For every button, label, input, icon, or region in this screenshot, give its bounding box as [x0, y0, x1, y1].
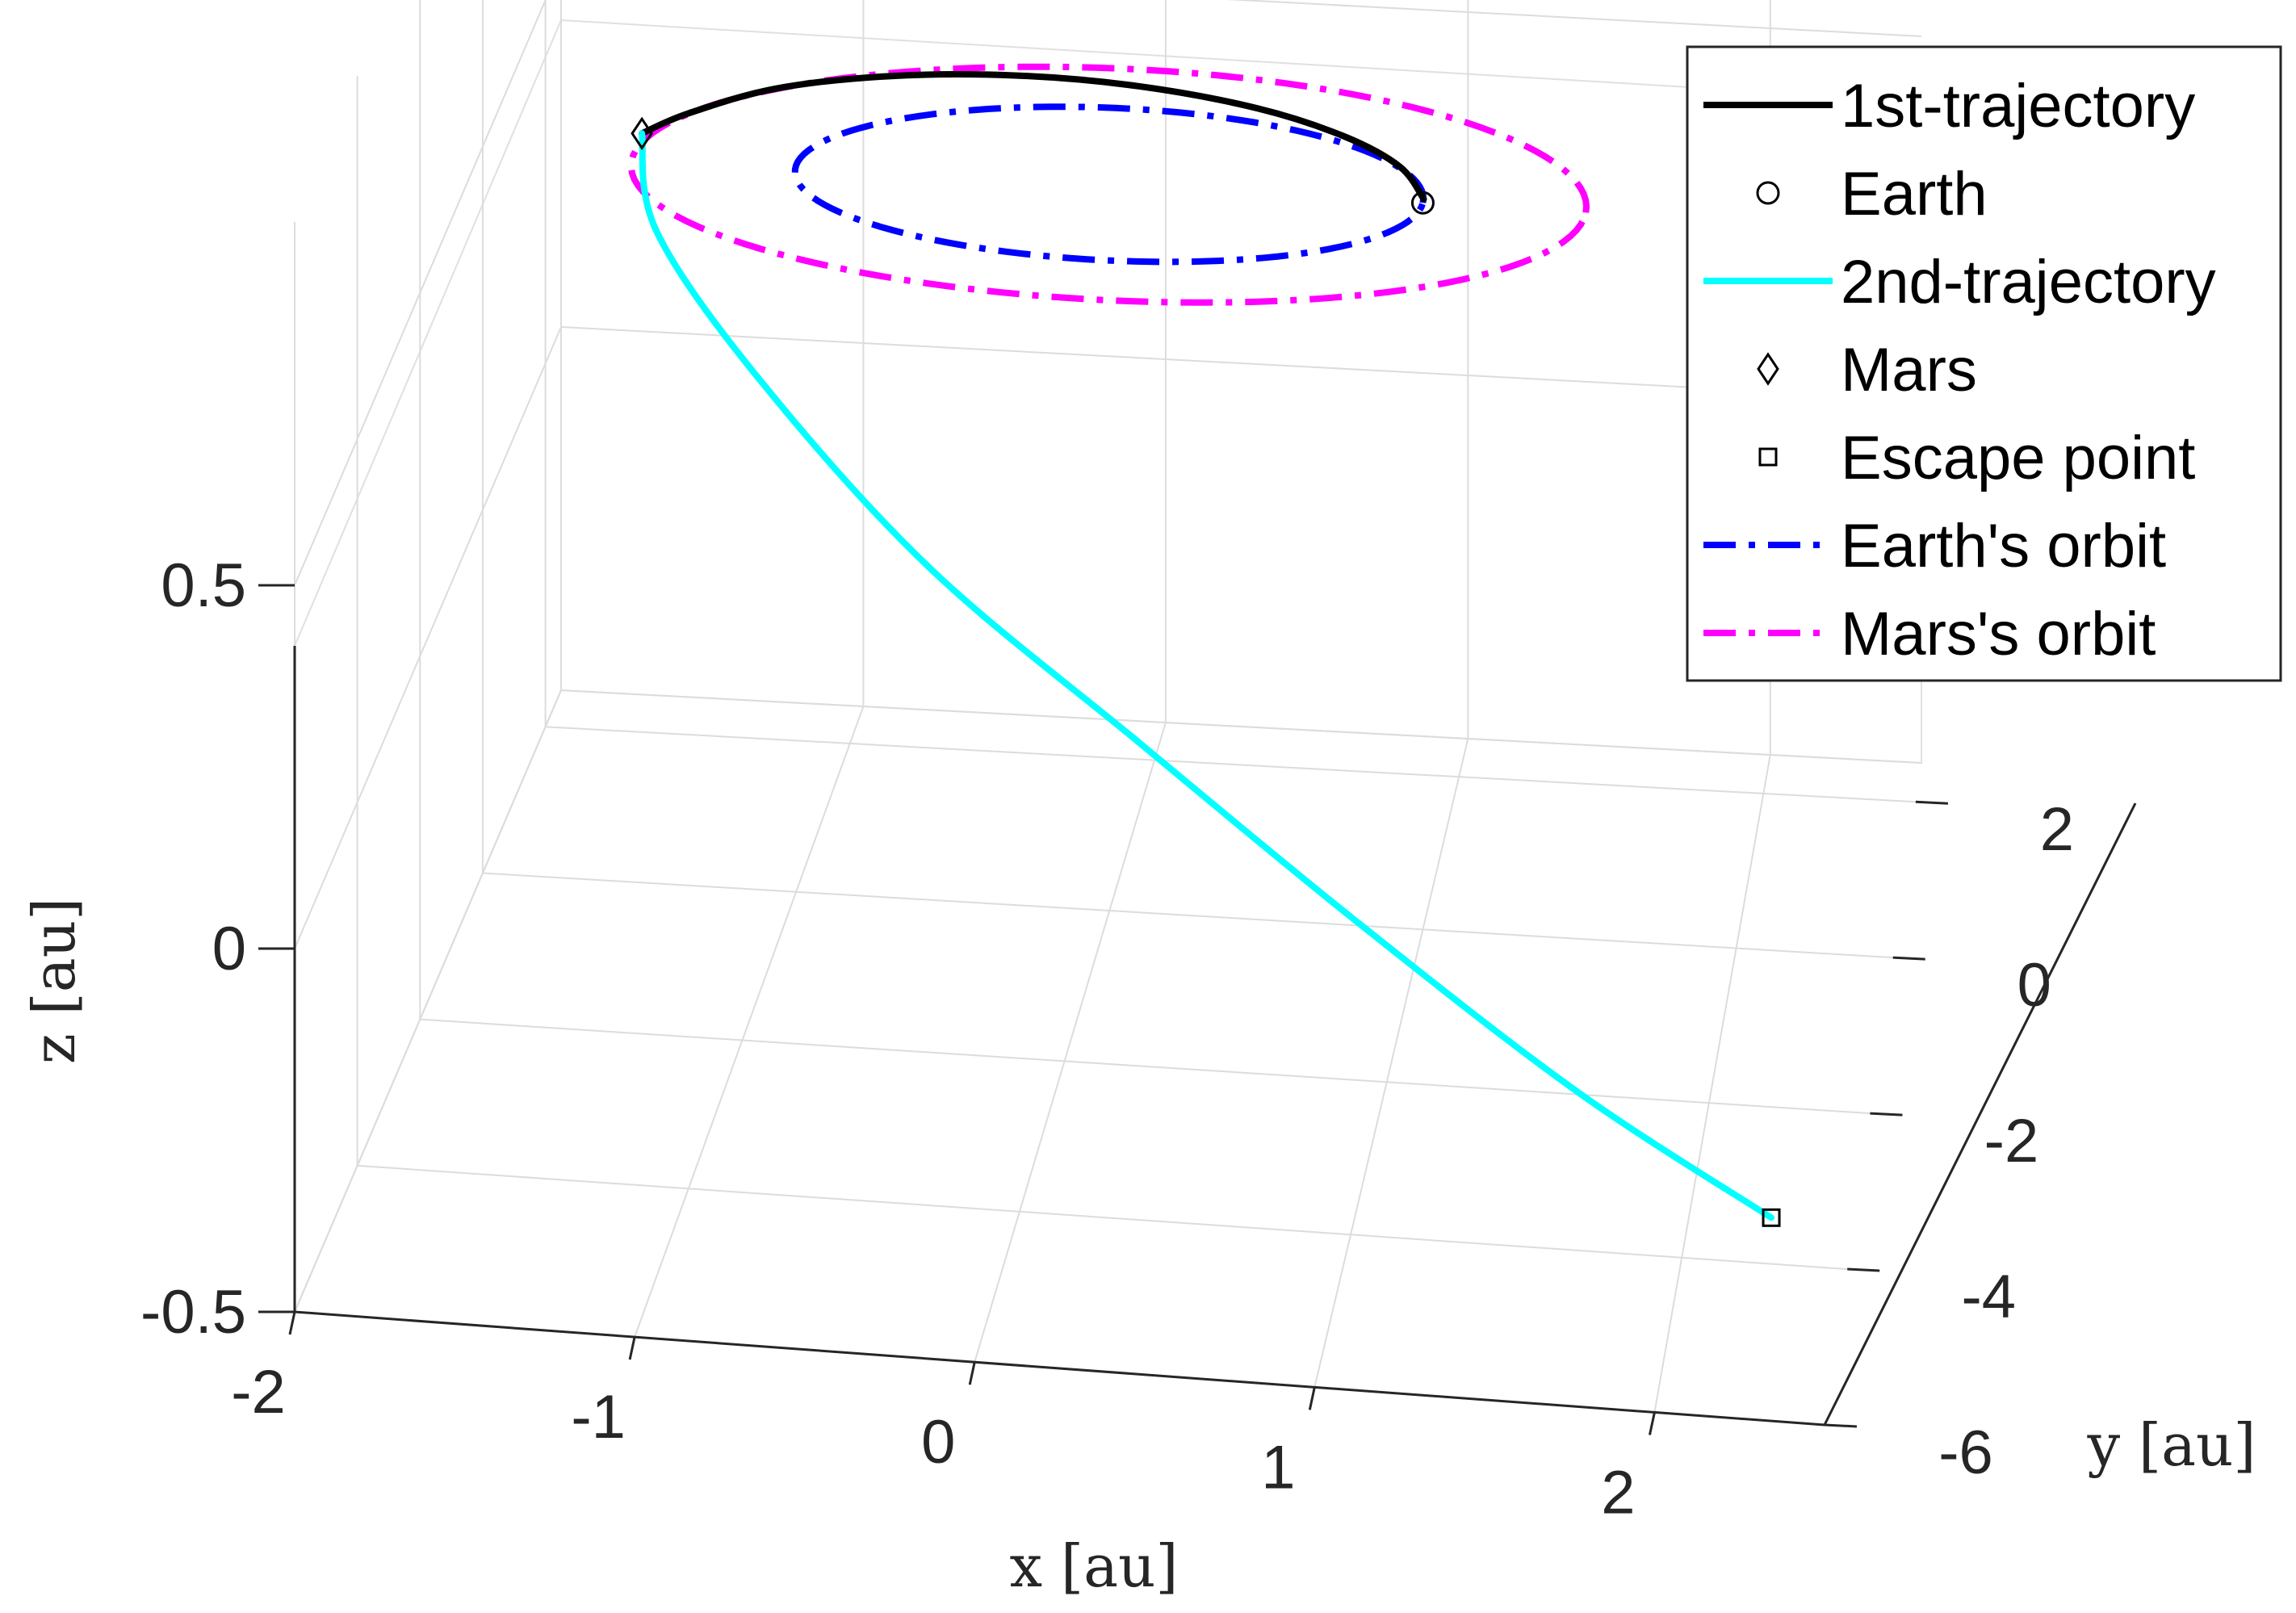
y-tick [1915, 800, 1949, 805]
legend-label-2nd-trajectory: 2nd-trajectory [1841, 248, 2216, 316]
legend-label-1st-trajectory: 1st-trajectory [1841, 72, 2195, 140]
marker-earth [1410, 191, 1435, 215]
grid-line-floor-x [1653, 754, 1771, 1413]
x-tick-label: 2 [1601, 1458, 1635, 1527]
x-tick [1308, 1387, 1316, 1410]
z-tick-label: 0.5 [161, 551, 246, 620]
x-tick-label: -1 [571, 1383, 626, 1452]
legend: 1st-trajectory Earth 2nd-trajectory Mars Esc… [1686, 45, 2282, 682]
z-tick-label: -0.5 [140, 1278, 246, 1347]
x-tick-label: 1 [1261, 1433, 1295, 1502]
ticks: -2 -1 0 1 2 -6 -4 -2 0 2 -0.5 0 0.5 [140, 551, 2074, 1527]
x-axis-title: x [au] [1010, 1532, 1179, 1600]
grid-line-floor-x [1313, 738, 1469, 1388]
series-earth-s-orbit [791, 103, 1427, 266]
marker-escape-point [1762, 1208, 1781, 1227]
y-tick-label: -6 [1938, 1418, 1993, 1487]
traces [627, 63, 1775, 1221]
markers [631, 116, 1781, 1227]
grid-line-z [294, 325, 1922, 949]
grid-line-z [294, 0, 1922, 586]
legend-marker-earth [1756, 181, 1780, 205]
y-axis-title: y [au] [2086, 1411, 2256, 1479]
axes [293, 646, 2137, 1427]
x-tick-label: 0 [921, 1408, 955, 1477]
z-tick-label: 0 [212, 915, 246, 983]
x-tick [288, 1311, 296, 1335]
legend-marker-escape-point [1758, 447, 1778, 467]
y-axis-line [1823, 802, 2137, 1426]
legend-label-escape-point: Escape point [1841, 424, 2195, 492]
grid-line-z [294, 689, 1922, 1313]
y-tick-label: -4 [1961, 1263, 2016, 1331]
x-tick [968, 1361, 976, 1385]
grid-line-floor-y [545, 726, 1916, 803]
series-mars-s-orbit [627, 63, 1590, 306]
legend-label-earth-s-orbit: Earth's orbit [1841, 512, 2166, 580]
legend-marker-mars [1757, 352, 1779, 386]
series-1st-trajectory [639, 71, 1427, 203]
x-axis-line [294, 1310, 1825, 1427]
grid-line-floor-y [482, 872, 1893, 959]
y-tick-label: -2 [1984, 1107, 2039, 1175]
grid-line-floor-x [974, 722, 1167, 1363]
y-tick [1892, 956, 1925, 961]
x-tick [1648, 1412, 1656, 1435]
y-tick-label: 0 [2017, 951, 2051, 1020]
grid-line-floor-y [357, 1164, 1848, 1271]
x-tick-label: -2 [231, 1358, 286, 1427]
grid-line-floor-y [420, 1018, 1871, 1115]
series-2nd-trajectory [639, 130, 1775, 1221]
marker-mars [631, 116, 653, 150]
y-tick-label: 2 [2040, 795, 2074, 864]
legend-box [1686, 45, 2282, 682]
legend-label-earth: Earth [1841, 160, 1988, 228]
y-tick [1847, 1267, 1880, 1272]
z-axis-title: z [au] [20, 898, 88, 1064]
y-tick [1824, 1423, 1858, 1428]
legend-label-mars: Mars [1841, 336, 1977, 404]
legend-entries: 1st-trajectory Earth 2nd-trajectory Mars Esc… [1703, 72, 2216, 668]
grid-line-floor-x [634, 706, 865, 1338]
y-tick [1870, 1112, 1903, 1117]
x-tick [628, 1336, 636, 1360]
legend-label-mars-s-orbit: Mars's orbit [1841, 600, 2156, 668]
